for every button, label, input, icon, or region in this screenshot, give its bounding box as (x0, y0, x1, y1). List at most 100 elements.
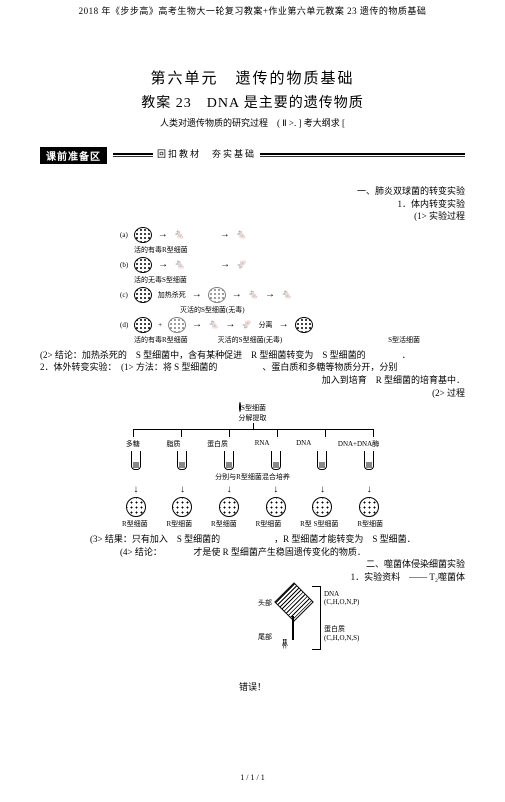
diagram-transformation-in-vivo: (a) → 🐁 → 🐁 活的有毒R型细菌 (b) → 🐁 → 🐁 活的无毒S型细… (120, 227, 420, 345)
d1-label: 活的有毒R型细菌 (134, 335, 188, 345)
d2-result: R型细菌 (211, 519, 237, 529)
d2-comp: 多糖 (126, 439, 140, 449)
section-mid-label: 回扣教材 夯实基础 (153, 147, 260, 160)
conclusion-4: (4> 结论： 才是使 R 型细菌产生稳固遗传变化的物质． (40, 546, 465, 559)
t2-protein-label: 蛋白质 (C,H,O,N,S) (324, 624, 359, 642)
bacteria-icon (134, 287, 152, 303)
petri-dish-icon (172, 497, 192, 517)
error-text: 错误！ (40, 680, 465, 693)
petri-dish-icon (312, 497, 332, 517)
test-tube-icon (317, 451, 327, 470)
mouse-icon: 🐁 (174, 259, 214, 270)
d1-label: 活的无毒S型细菌 (134, 275, 420, 285)
conclusion-2: (2> 结论：加热杀死的 S 型细菌中，含有某种促进 R 型细菌转变为 S 型细… (40, 349, 465, 362)
subtitle: 人类对遗传物质的研究过程 ( Ⅱ >. ] 考大纲求 [ (40, 116, 465, 129)
mouse-icon: 🐁 (208, 319, 219, 330)
d1-tag-b: (b) (120, 261, 128, 269)
mouse-icon: 🐁 (236, 229, 247, 240)
d1-label: 灭活的S型细菌(无毒) (218, 335, 283, 345)
phage-head-icon (274, 582, 314, 622)
lesson-title: 教案 23 DNA 是主要的遗传物质 (40, 92, 465, 112)
results-row: R型细菌 R型细菌 R型细菌 R型细菌 R型 S型细菌 R型细菌 (113, 519, 393, 529)
d1-label: 分离 (259, 320, 273, 330)
bracket-icon (312, 586, 321, 650)
plus-sign: + (158, 321, 162, 329)
t2-tail-label: 尾部 (258, 632, 272, 642)
d2-comp: 脂质 (166, 439, 180, 449)
d2-comp: 蛋白质 (207, 439, 228, 449)
d2-step-label: 分解提取 (103, 413, 403, 423)
petri-dish-icon (266, 497, 286, 517)
arrow-down-icon: ↓ (180, 484, 185, 495)
heading-1-1: 1．体内转变实验 (40, 198, 465, 211)
d2-result: R型细菌 (166, 519, 192, 529)
diagram-transformation-in-vitro: S型细菌 分解提取 多糖 脂质 蛋白质 RNA DNA DNA+DNA酶 (103, 403, 403, 529)
d2-comp: RNA (255, 439, 270, 449)
d1-label: 活的有毒R型细菌 (134, 245, 420, 255)
diagram-t2-phage: 头部 /|\ /|\ DNA (C,H,O,N,P) 蛋白质 (C,H,O,N,… (260, 584, 380, 674)
doc-header: 2018 年《步步高》高考生物大一轮复习教案+作业第六单元教案 23 遗传的物质… (40, 0, 465, 17)
mouse-icon: 🐁 (174, 229, 214, 240)
heading-1: 一、肺炎双球菌的转变实验 (40, 185, 465, 198)
section-line: 回扣教材 夯实基础 (113, 153, 465, 157)
tubes-row (113, 451, 393, 470)
d2-mix-label: 分别与R型细菌混合培养 (103, 472, 403, 482)
t2-protein-elem: (C,H,O,N,S) (324, 634, 359, 642)
t2-dna-elem: (C,H,O,N,P) (324, 598, 359, 606)
arrow-icon: → (158, 259, 168, 270)
dead-mouse-icon: 🐁 (236, 259, 247, 270)
component-labels-row: 多糖 脂质 蛋白质 RNA DNA DNA+DNA酶 (113, 439, 393, 449)
bacteria-icon (134, 227, 152, 243)
bacteria-icon (134, 257, 152, 273)
arrow-icon: → (225, 319, 235, 330)
unit-title: 第六单元 遗传的物质基础 (40, 67, 465, 88)
arrow-down-icon: ↓ (367, 484, 372, 495)
arrow-down-icon: ↓ (320, 484, 325, 495)
arrow-icon: → (192, 319, 202, 330)
t2-protein: 蛋白质 (324, 625, 345, 633)
dead-mouse-icon: 🐁 (241, 319, 252, 330)
conclusion-3: (3> 结果：只有加入 S 型细菌的 ，R 型细菌才能转变为 S 型细菌． (40, 533, 465, 546)
test-tube-icon (131, 451, 141, 470)
d2-result: R型细菌 (122, 519, 148, 529)
dishes-row (113, 497, 393, 517)
bacteria-icon (295, 317, 313, 333)
d1-tag-a: (a) (120, 231, 128, 239)
d1-label: S型活细菌 (388, 335, 420, 345)
bacteria-icon (134, 317, 152, 333)
petri-dish-icon (219, 497, 239, 517)
arrow-icon: → (265, 289, 275, 300)
line-2b: 加入到培育 R 型细菌的培育基中． (40, 374, 465, 387)
mouse-icon: 🐁 (248, 289, 259, 300)
d1-label: 加热杀死 (158, 290, 186, 300)
arrow-down-icon: ↓ (227, 484, 232, 495)
mouse-icon: 🐁 (281, 289, 292, 300)
line-2c: (2> 过程 (40, 387, 465, 400)
t2-dna: DNA (324, 590, 339, 598)
arrow-down-icon: ↓ (273, 484, 278, 495)
d2-top-label: S型细菌 (241, 404, 266, 412)
test-tube-icon (271, 451, 281, 470)
section-bar: 课前准备区 回扣教材 夯实基础 (40, 147, 465, 163)
test-tube-icon (177, 451, 187, 470)
arrow-icon: → (232, 289, 242, 300)
heading-1-1-1: (1> 实验过程 (40, 210, 465, 223)
d2-result: R型 S型细菌 (300, 519, 338, 529)
bacteria-icon (168, 317, 186, 333)
heading-2-1: 1．实验资料 —— T₂噬菌体 (40, 571, 465, 584)
t2-head-label: 头部 (258, 598, 272, 608)
line-2: 2．体外转变实验： (1> 方法：将 S 型细菌的 、蛋白质和多糖等物质分开，分… (40, 361, 465, 374)
section-black-label: 课前准备区 (40, 147, 107, 164)
branch-line (123, 423, 383, 437)
d2-result: R型细菌 (357, 519, 383, 529)
d1-tag-c: (c) (120, 291, 128, 299)
page-footer: 1 / 1 / 1 (40, 773, 465, 782)
d2-comp: DNA (296, 439, 311, 449)
petri-dish-icon (359, 497, 379, 517)
d2-result: R型细菌 (256, 519, 282, 529)
arrow-icon: → (192, 289, 202, 300)
test-tube-icon (364, 451, 374, 470)
arrow-icon: → (158, 229, 168, 240)
test-tube-icon (224, 451, 234, 470)
d1-tag-d: (d) (120, 321, 128, 329)
